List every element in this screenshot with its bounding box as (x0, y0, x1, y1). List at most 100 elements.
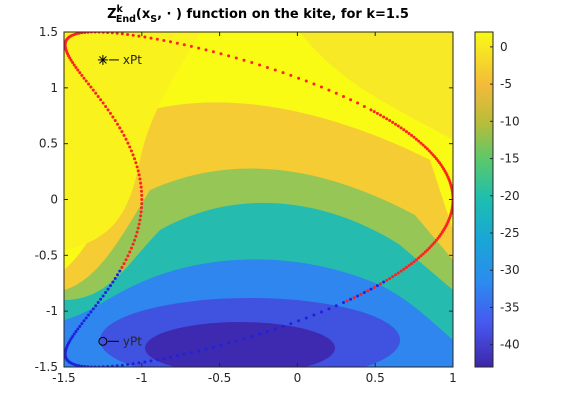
boundary-point-blue (99, 297, 103, 301)
boundary-point-blue (227, 341, 231, 345)
boundary-point-blue (204, 347, 208, 351)
boundary-point-red (421, 143, 425, 147)
boundary-point-blue (120, 363, 124, 367)
boundary-point-red (219, 52, 223, 56)
boundary-point-red (133, 238, 137, 242)
boundary-point-red (419, 141, 423, 145)
colorbar-tick-label: -20 (500, 189, 520, 203)
boundary-point-blue (75, 363, 79, 367)
boundary-point-red (96, 94, 100, 98)
boundary-point-red (137, 222, 141, 226)
boundary-point-blue (78, 324, 82, 328)
boundary-point-red (139, 214, 143, 218)
boundary-point-blue (356, 294, 360, 298)
boundary-point-red (433, 155, 437, 159)
boundary-point-red (149, 36, 153, 40)
boundary-point-red (140, 198, 144, 201)
boundary-point-red (113, 119, 117, 123)
boundary-point-red (128, 145, 132, 149)
boundary-point-blue (143, 360, 147, 364)
boundary-point-red (99, 98, 103, 102)
boundary-point-blue (74, 330, 78, 334)
boundary-point-red (108, 111, 112, 115)
boundary-point-red (319, 85, 323, 89)
boundary-point-red (140, 202, 144, 206)
boundary-point-blue (382, 280, 386, 284)
boundary-point-blue (169, 355, 172, 359)
boundary-point-red (131, 242, 135, 246)
boundary-point-blue (319, 310, 323, 314)
x-tick-label: 0.5 (366, 371, 385, 385)
boundary-point-red (211, 50, 215, 54)
boundary-point-blue (137, 361, 141, 365)
boundary-point-red (69, 58, 73, 62)
boundary-point-red (126, 254, 130, 258)
boundary-point-red (155, 37, 159, 41)
boundary-point-blue (304, 316, 308, 320)
boundary-point-blue (116, 273, 120, 277)
boundary-point-red (122, 133, 126, 137)
boundary-point-blue (155, 358, 159, 362)
colorbar-tick-label: -15 (500, 152, 520, 166)
boundary-point-red (362, 104, 366, 108)
boundary-point-blue (312, 313, 316, 317)
boundary-point-red (414, 258, 418, 262)
boundary-point-red (126, 32, 130, 36)
boundary-point-blue (273, 327, 277, 331)
boundary-point-red (334, 91, 338, 95)
boundary-point-blue (175, 354, 179, 358)
boundary-point-red (396, 271, 400, 275)
boundary-point-red (417, 139, 421, 143)
kite-boundary (64, 32, 453, 367)
boundary-point-red (297, 76, 301, 80)
boundary-point-blue (76, 327, 80, 331)
boundary-point-red (101, 101, 105, 105)
boundary-point-red (393, 273, 397, 277)
boundary-point-blue (113, 276, 117, 280)
boundary-point-red (189, 44, 193, 48)
boundary-point-red (139, 185, 143, 189)
boundary-point-red (131, 153, 135, 157)
y-tick-label: 0 (50, 193, 58, 207)
boundary-point-blue (149, 359, 153, 363)
boundary-point-red (385, 117, 389, 121)
boundary-point-red (104, 104, 108, 108)
boundary-point-red (131, 33, 135, 37)
boundary-point-blue (289, 322, 293, 326)
boundary-point-blue (219, 343, 223, 347)
boundary-point-blue (234, 339, 238, 343)
boundary-point-red (124, 258, 128, 262)
x-tick-label: -1.5 (52, 371, 75, 385)
boundary-point-red (72, 63, 76, 67)
boundary-point-blue (211, 345, 215, 349)
boundary-point-red (402, 267, 406, 271)
boundary-point-red (412, 135, 416, 139)
boundary-point-red (135, 165, 139, 169)
boundary-point-red (372, 110, 376, 114)
boundary-point-blue (342, 301, 345, 305)
boundary-point-blue (87, 313, 91, 317)
boundary-point-red (242, 58, 246, 62)
boundary-point-red (115, 32, 119, 35)
boundary-point-red (138, 218, 142, 222)
colorbar-tick-label: -5 (500, 77, 512, 91)
boundary-point-red (258, 63, 262, 67)
boundary-point-red (140, 206, 143, 210)
x-tick-label: 0 (294, 371, 302, 385)
boundary-point-blue (96, 301, 100, 305)
boundary-point-red (126, 141, 130, 145)
boundary-point-red (134, 234, 138, 238)
boundary-point-red (78, 71, 82, 75)
boundary-point-red (407, 263, 411, 267)
boundary-point-blue (80, 322, 84, 326)
boundary-point-red (379, 282, 383, 286)
boundary-point-red (124, 137, 128, 141)
boundary-point-red (227, 54, 231, 58)
boundary-point-red (74, 65, 78, 69)
boundary-point-red (116, 122, 120, 126)
boundary-point-red (402, 128, 406, 132)
boundary-point-red (425, 147, 429, 151)
boundary-point-blue (84, 316, 88, 320)
boundary-point-blue (72, 332, 76, 336)
boundary-point-red (139, 181, 143, 185)
